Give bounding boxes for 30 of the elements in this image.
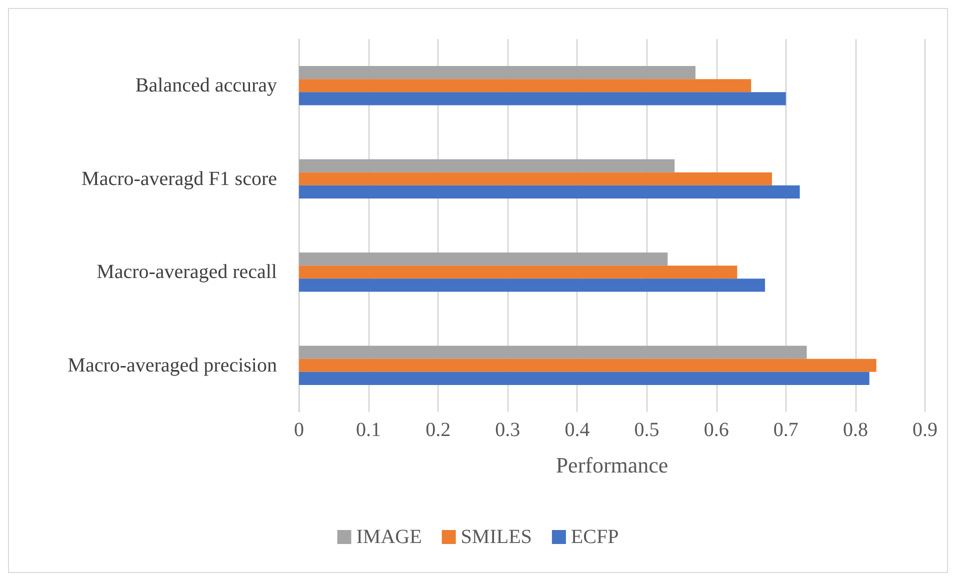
x-tick-label: 0.1: [356, 419, 382, 441]
x-tick-label: 0.9: [912, 419, 938, 441]
x-tick-label: 0.2: [426, 419, 451, 441]
bar: [299, 358, 876, 372]
x-tick-label: 0: [294, 419, 304, 441]
legend-label: SMILES: [460, 526, 532, 548]
bar: [299, 346, 807, 359]
y-tick-label: Macro-averaged recall: [96, 261, 278, 284]
y-tick-label: Balanced accuray: [135, 74, 277, 97]
x-tick-label: 0.7: [773, 419, 798, 441]
bar: [299, 252, 668, 266]
x-tick-label: 0.4: [564, 419, 590, 441]
bar: [299, 79, 752, 92]
bar: [299, 159, 675, 172]
x-tick-label: 0.8: [842, 419, 868, 441]
bar: [299, 66, 696, 80]
x-tick-label: 0.3: [495, 419, 520, 441]
y-tick-label: Macro-averagd F1 score: [82, 168, 278, 190]
bar: [299, 92, 786, 106]
legend-label: ECFP: [570, 526, 619, 548]
bar: [299, 185, 800, 198]
x-tick-label: 0.5: [634, 419, 660, 441]
bar: [299, 172, 772, 186]
bar: [299, 266, 738, 279]
x-axis-title: Performance: [556, 452, 668, 478]
legend-label: IMAGE: [356, 526, 422, 548]
bar: [299, 278, 766, 292]
x-tick-label: 0.6: [704, 419, 729, 441]
y-tick-label: Macro-averaged precision: [68, 354, 277, 376]
bar: [299, 372, 870, 385]
